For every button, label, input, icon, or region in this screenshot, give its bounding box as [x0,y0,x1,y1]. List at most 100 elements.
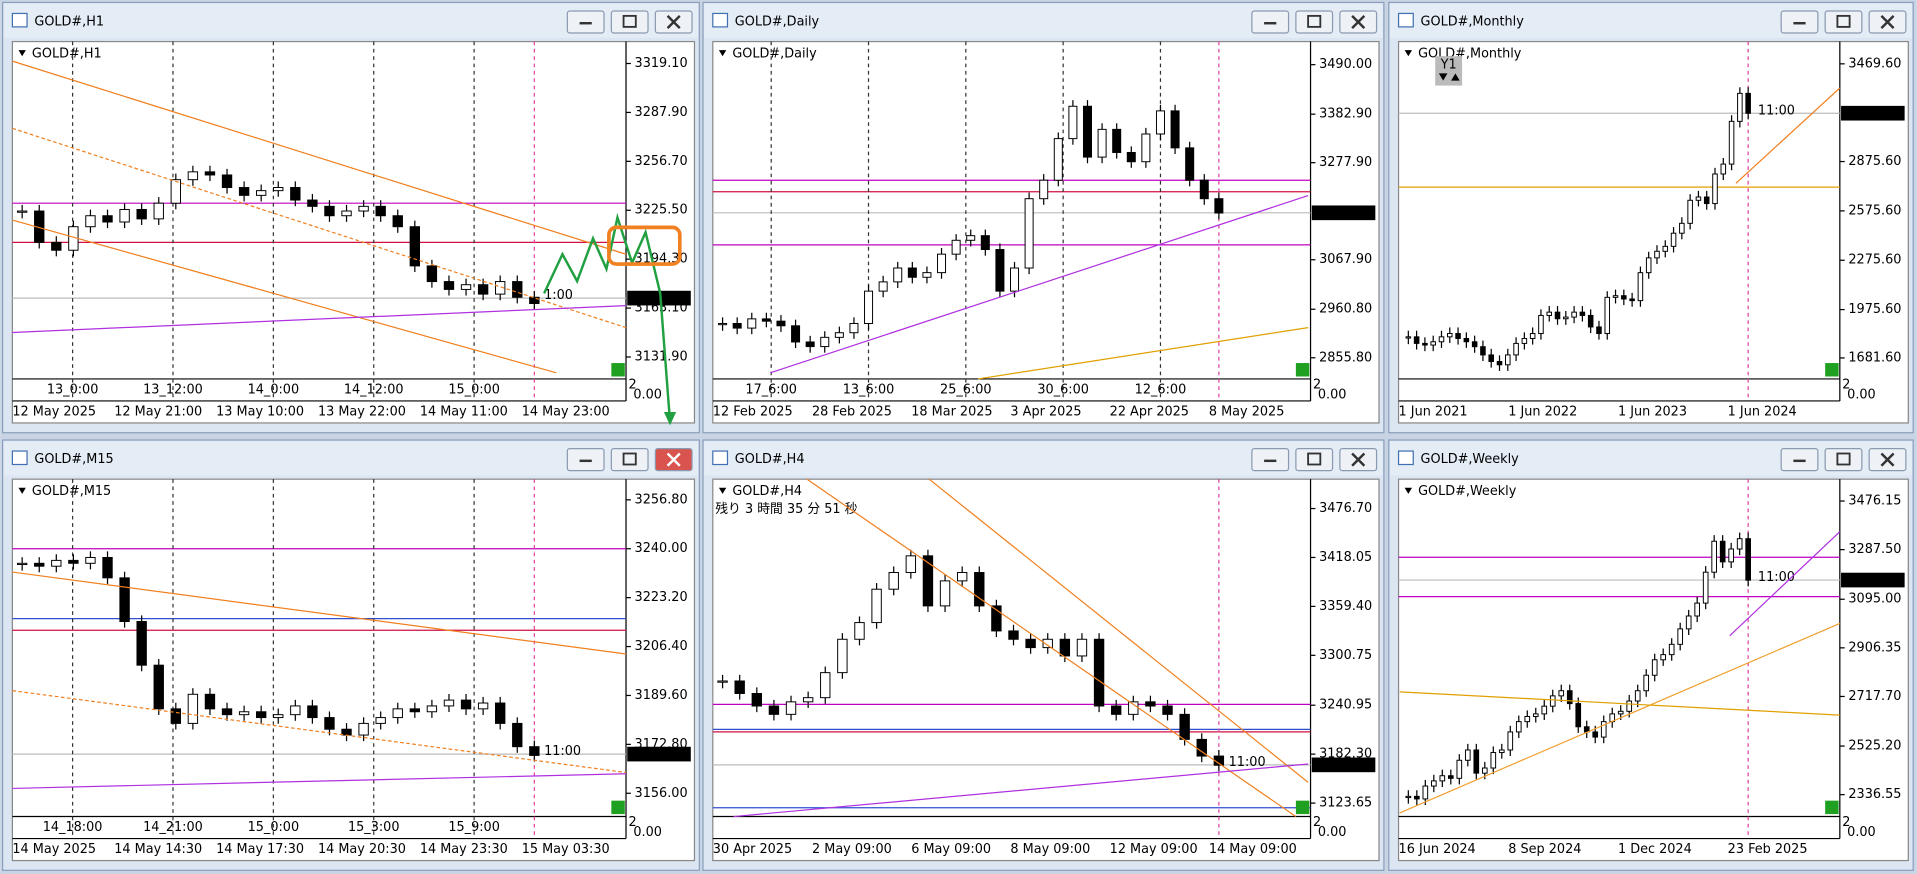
price-label: 3469.60 [1848,56,1901,71]
window-title: GOLD#,Weekly [1421,452,1520,467]
trend-line [12,571,627,655]
separator-label: 25_6:00 [940,382,992,397]
maximize-button[interactable] [1824,448,1863,472]
candle [802,697,814,703]
candle [1546,311,1553,316]
candle [820,336,830,348]
candle [204,171,216,176]
trend-line [733,763,1309,818]
candle [324,717,335,730]
candle [443,699,455,707]
maximize-button[interactable] [1824,10,1863,34]
candle [1507,731,1514,751]
chart-arrow [718,50,727,57]
candle [1463,337,1470,343]
scale-label: 0.00 [1318,387,1347,402]
price-label: 3287.90 [635,105,688,120]
price-label: 3319.10 [635,56,688,71]
candle [1634,690,1641,702]
candle [1093,638,1105,707]
candle [1563,316,1569,320]
candle [1670,232,1677,247]
candle [375,717,386,724]
candle [1097,128,1107,158]
candle [951,239,961,255]
candle [1447,775,1454,779]
candle [1422,785,1429,800]
trend-line [770,194,1309,374]
candle [1712,173,1718,205]
icon [1307,452,1322,466]
time-label: 12 May 21:00 [114,404,202,419]
candle [1170,110,1180,149]
price-label: 3156.00 [635,786,688,801]
time-label: 14 May 23:00 [522,404,610,419]
candle [1112,128,1122,153]
time-label: 14 May 14:30 [114,842,202,857]
candle [1413,336,1420,344]
time-label: 14 May 11:00 [420,404,508,419]
candle [1447,333,1453,338]
window-icon [11,450,28,466]
candle [837,638,848,674]
candle [1521,337,1528,344]
candle [854,622,865,640]
candle [1695,196,1702,201]
candle [761,318,771,322]
candle [16,562,28,566]
maximize-button[interactable] [1295,448,1334,472]
candle [255,711,267,719]
time-label: 15 May 03:30 [522,842,610,857]
candle [922,272,932,278]
current-price: 3169.46 [632,747,685,762]
candle [1529,333,1536,339]
candle [119,208,130,223]
candle [1592,731,1599,738]
maximize-button[interactable] [1295,10,1334,34]
candle [495,281,506,295]
candle [1645,257,1652,274]
time-label: 14 May 23:30 [420,842,508,857]
scale-label: 2 [1313,815,1321,830]
maximize-button[interactable] [610,448,649,472]
candle [34,562,45,567]
candle [1660,654,1667,661]
candle [1575,703,1582,728]
icon [1351,15,1366,29]
arrow-head [663,411,677,426]
chart-label: GOLD#,H4 [732,484,802,499]
time-label: 14 May 09:00 [1209,842,1297,857]
time-label: 3 Apr 2025 [1010,404,1081,419]
candle [939,580,951,607]
candle [956,572,968,582]
icon [1307,14,1322,28]
candle [495,702,506,724]
scroll-marker [611,363,625,377]
separator-label: 14_21:00 [143,820,203,835]
separator-label: 13_6:00 [843,382,895,397]
maximize-button[interactable] [610,10,649,34]
candle [1600,721,1607,738]
candle [1414,795,1420,800]
candle [1430,780,1437,787]
candle [238,187,250,196]
time-label: 16 Jun 2024 [1399,842,1476,857]
trend-line [12,304,627,334]
current-price: 3169.46 [1846,106,1899,121]
candle [1430,341,1436,346]
candle [1505,354,1511,366]
scale-label: 0.00 [1847,825,1876,840]
chart-arrow [18,50,26,57]
bar-timer: 11:00 [544,744,581,759]
candle [966,235,976,241]
price-label: 3382.90 [1319,107,1372,122]
chart-window: GOLD#,H4 GOLD#,H4 3476.70 3418.05 3359.40 330… [702,439,1385,871]
time-label: 1 Jun 2024 [1728,404,1797,419]
price-label: 3131.90 [635,349,688,364]
trend-line [977,326,1309,380]
candle [1654,250,1660,259]
candle [341,210,352,217]
candle [893,267,903,283]
candle [1455,333,1461,339]
